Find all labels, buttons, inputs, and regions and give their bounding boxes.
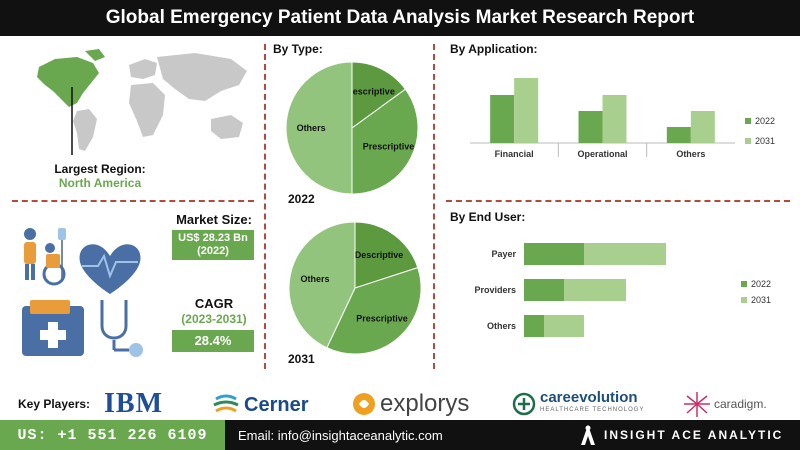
cagr-period: (2023-2031) bbox=[181, 312, 247, 326]
bar-financial-2022 bbox=[490, 95, 515, 143]
largest-region: Largest Region: North America bbox=[20, 162, 180, 190]
legend-swatch-2031 bbox=[745, 138, 751, 144]
pie-label-others: Others bbox=[297, 123, 326, 133]
divider-left-horizontal bbox=[12, 200, 254, 202]
bar-others-2022 bbox=[524, 315, 544, 337]
pie-slice-others bbox=[288, 221, 356, 349]
market-size-label: Market Size: bbox=[176, 212, 252, 227]
divider-left bbox=[264, 44, 266, 369]
bar-providers-2031 bbox=[564, 279, 626, 301]
cagr-value: 28.4% bbox=[172, 330, 254, 352]
bar-operational-2031 bbox=[602, 95, 627, 143]
pie-slice-others bbox=[285, 61, 353, 195]
pie-2022-year-label: 2022 bbox=[288, 192, 315, 206]
tick-label-others: Others bbox=[487, 321, 516, 331]
pie-chart-2022: Descriptive Prescriptive Others bbox=[285, 61, 419, 195]
pie-label-others: Others bbox=[301, 274, 330, 284]
by-application-title: By Application: bbox=[450, 42, 538, 56]
legend-swatch-2022 bbox=[745, 118, 751, 124]
bar-payer-2022 bbox=[524, 243, 584, 265]
bar-others-2031 bbox=[544, 315, 584, 337]
pie-label-descriptive: Descriptive bbox=[355, 250, 404, 260]
pie-label-prescriptive: Prescriptive bbox=[363, 142, 415, 152]
legend-swatch-2022 bbox=[741, 281, 747, 287]
ibm-logo: IBM bbox=[104, 388, 163, 419]
bar-operational-2022 bbox=[578, 111, 603, 143]
cerner-logo: Cerner bbox=[212, 390, 308, 420]
end-user-bar-chart: Payer Providers Others 2022 2031 bbox=[474, 243, 771, 337]
world-map-icon bbox=[37, 49, 247, 155]
market-size-box: US$ 28.23 Bn (2022) bbox=[172, 230, 254, 260]
cerner-mark-icon bbox=[213, 394, 239, 413]
insight-ace-logo-icon bbox=[581, 425, 595, 445]
key-players-label: Key Players: bbox=[18, 397, 91, 411]
pie-slice-descriptive bbox=[354, 221, 419, 289]
caradigm-logo: caradigm. bbox=[682, 388, 767, 420]
tick-label-others: Others bbox=[676, 149, 705, 159]
tick-label-financial: Financial bbox=[495, 149, 534, 159]
pie-slice-descriptive bbox=[351, 61, 407, 129]
healthcare-illustration-icon bbox=[22, 228, 143, 357]
cagr-label: CAGR bbox=[194, 296, 234, 311]
careevolution-logo: careevolution HEALTHCARE TECHNOLOGY bbox=[512, 388, 644, 420]
explorys-mark-icon bbox=[353, 393, 375, 415]
pie-slice-prescriptive bbox=[326, 266, 422, 355]
by-type-title: By Type: bbox=[273, 42, 323, 56]
largest-region-label: Largest Region: bbox=[54, 162, 146, 176]
page-title: Global Emergency Patient Data Analysis M… bbox=[105, 7, 695, 28]
footer-brand: INSIGHT ACE ANALYTIC bbox=[580, 420, 800, 450]
pie-chart-2031: Descriptive Prescriptive Others bbox=[288, 221, 422, 355]
tick-label-providers: Providers bbox=[474, 285, 516, 295]
largest-region-value: North America bbox=[58, 176, 142, 190]
tick-label-payer: Payer bbox=[491, 249, 516, 259]
divider-right-horizontal bbox=[446, 200, 790, 202]
bar-others-2022 bbox=[666, 127, 691, 143]
caradigm-mark-icon bbox=[684, 392, 710, 417]
legend-label-2022: 2022 bbox=[755, 116, 775, 126]
footer-email: Email: info@insightaceanalytic.com bbox=[238, 427, 443, 443]
legend-label-2031: 2031 bbox=[751, 295, 771, 305]
title-bar: Global Emergency Patient Data Analysis M… bbox=[0, 0, 800, 36]
legend-label-2031: 2031 bbox=[755, 136, 775, 146]
careevolution-mark-icon bbox=[512, 392, 536, 416]
bar-financial-2031 bbox=[514, 78, 539, 143]
by-end-user-title: By End User: bbox=[450, 210, 526, 224]
tick-label-operational: Operational bbox=[577, 149, 627, 159]
market-size-value: US$ 28.23 Bn bbox=[178, 232, 248, 244]
footer-phone: US: +1 551 226 6109 bbox=[0, 420, 225, 450]
pie-label-prescriptive: Prescriptive bbox=[356, 314, 408, 324]
pie-slice-prescriptive bbox=[351, 88, 419, 195]
market-size-year: (2022) bbox=[197, 245, 229, 257]
application-bar-chart: Financial Operational Others 2022 2031 bbox=[470, 78, 775, 159]
pie-2031-year-label: 2031 bbox=[288, 352, 315, 366]
bar-providers-2022 bbox=[524, 279, 564, 301]
explorys-logo: explorys bbox=[352, 388, 469, 420]
bar-payer-2031 bbox=[584, 243, 666, 265]
pie-label-descriptive: Descriptive bbox=[346, 87, 395, 97]
legend-label-2022: 2022 bbox=[751, 279, 771, 289]
legend-swatch-2031 bbox=[741, 297, 747, 303]
bar-others-2031 bbox=[690, 111, 715, 143]
divider-right bbox=[433, 44, 435, 369]
